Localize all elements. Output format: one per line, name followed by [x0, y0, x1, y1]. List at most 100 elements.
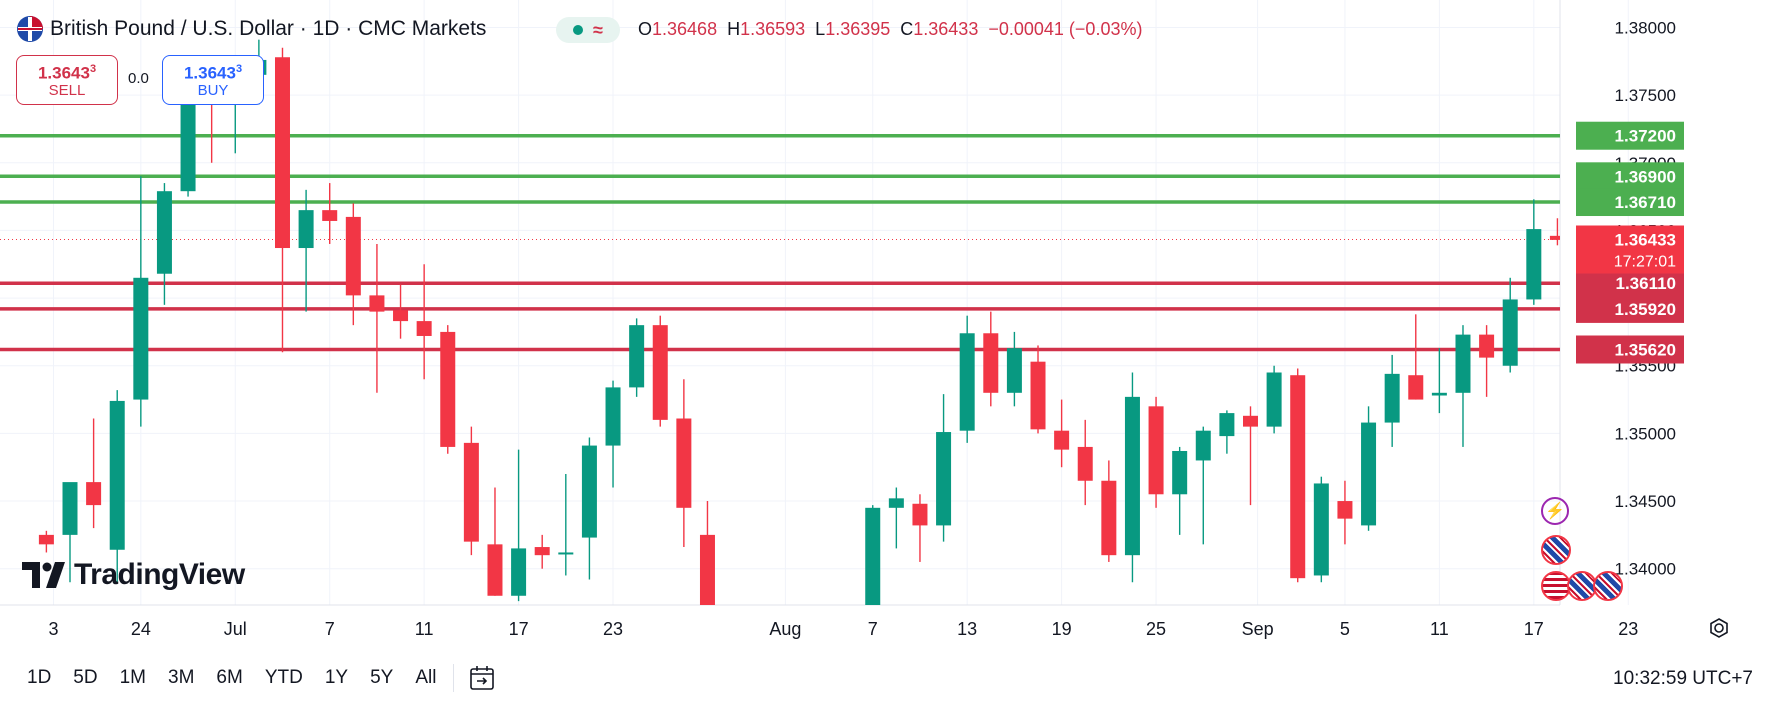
- chart-settings-gear-icon[interactable]: [1708, 617, 1730, 639]
- close-label: C: [900, 18, 914, 39]
- candle: [983, 311, 999, 407]
- time-tick-label: 24: [131, 619, 151, 639]
- candle: [1054, 399, 1070, 468]
- time-tick-label: 7: [325, 619, 335, 639]
- candle-body: [1502, 299, 1518, 366]
- toolbar-divider: [453, 664, 455, 692]
- candle-body: [345, 216, 361, 296]
- go-to-date-icon[interactable]: [468, 664, 496, 692]
- candle-body: [912, 503, 928, 526]
- candle: [1219, 410, 1235, 454]
- candle: [1526, 199, 1542, 305]
- timeframe-1d-button[interactable]: 1D: [27, 667, 52, 688]
- timeframe-5d-button[interactable]: 5D: [73, 667, 98, 688]
- timeframe-ytd-button[interactable]: YTD: [264, 667, 303, 688]
- sell-button[interactable]: 1.36433 SELL: [16, 55, 118, 105]
- resistance-level-tag: [1576, 162, 1684, 191]
- candle-body: [1195, 430, 1211, 461]
- candle-body: [581, 445, 597, 538]
- candle: [109, 390, 125, 583]
- candle-body: [298, 210, 314, 249]
- candle-body: [156, 191, 172, 274]
- resistance-level-label: 1.36710: [1615, 193, 1676, 212]
- candle-body: [605, 387, 621, 446]
- clock-timezone[interactable]: 10:32:59 UTC+7: [1613, 668, 1753, 689]
- candle-body: [1290, 375, 1306, 579]
- open-value: 1.36468: [652, 18, 718, 39]
- candle-body: [699, 534, 715, 605]
- bar-countdown-label: 17:27:01: [1614, 253, 1676, 270]
- support-level-tag: [1576, 335, 1684, 364]
- candle: [274, 47, 290, 353]
- candle-body: [865, 507, 881, 605]
- high-value: 1.36593: [740, 18, 806, 39]
- timeframe-6m-button[interactable]: 6M: [216, 667, 243, 688]
- us-event-flag-icon[interactable]: [1541, 571, 1571, 601]
- time-tick-label: 11: [1430, 619, 1449, 639]
- resistance-level-label: 1.36900: [1615, 167, 1676, 186]
- candle: [1172, 446, 1188, 535]
- timeframe-3m-button[interactable]: 3M: [168, 667, 195, 688]
- symbol-header[interactable]: British Pound / U.S. Dollar · 1D · CMC M…: [16, 14, 486, 44]
- candle-body: [416, 321, 432, 336]
- timeframe-all-button[interactable]: All: [415, 667, 437, 688]
- time-tick-label: Aug: [769, 619, 801, 639]
- timeframe-1y-button[interactable]: 1Y: [324, 667, 349, 688]
- resistance-level-tag: [1576, 121, 1684, 150]
- horizontal-levels: [0, 133, 1560, 352]
- candle: [1408, 314, 1424, 400]
- time-tick-label: 23: [603, 619, 623, 639]
- timeframe-1m-button[interactable]: 1M: [119, 667, 146, 688]
- approx-icon: ≈: [593, 19, 603, 40]
- time-tick-label: 19: [1052, 619, 1072, 639]
- market-open-dot-icon: [573, 25, 584, 35]
- candle-body: [1172, 450, 1188, 495]
- candle-body: [983, 333, 999, 393]
- timeframe-5y-button[interactable]: 5Y: [370, 667, 394, 688]
- candle: [1077, 419, 1093, 506]
- candle-body: [1077, 446, 1093, 481]
- candle: [1266, 365, 1282, 434]
- candle-body: [86, 482, 102, 506]
- candle-body: [1384, 373, 1400, 423]
- candle: [1101, 460, 1117, 562]
- candle: [440, 325, 456, 454]
- candle: [959, 315, 975, 443]
- candle: [629, 318, 645, 397]
- time-tick-label: 17: [509, 619, 529, 639]
- time-tick-label: 23: [1618, 619, 1638, 639]
- candle: [1361, 406, 1377, 531]
- uk-event-flag-icon[interactable]: [1593, 571, 1623, 601]
- support-level-label: 1.35920: [1615, 300, 1676, 319]
- candle-body: [1006, 348, 1022, 393]
- lightning-event-icon[interactable]: ⚡: [1541, 497, 1569, 525]
- candle: [1502, 277, 1518, 373]
- candle: [1431, 348, 1447, 414]
- candle: [1313, 476, 1329, 583]
- uk-event-flag-icon[interactable]: [1541, 535, 1571, 565]
- time-axis: 3 24 Jul 7 11 17 23 Aug 7 13 19 25 Sep 5 11 17 23: [48, 619, 1638, 639]
- candle-body: [1479, 334, 1495, 358]
- tradingview-logo-text: TradingView: [74, 558, 245, 591]
- candle-body: [936, 432, 952, 526]
- time-tick-label: 17: [1524, 619, 1544, 639]
- candle: [1124, 372, 1140, 583]
- candle: [912, 494, 928, 562]
- time-tick-label: 3: [48, 619, 58, 639]
- candle-body: [1361, 422, 1377, 526]
- level-labels: 1.37200 1.36900 1.36710 1.36110 1.35920 1.356…: [1576, 121, 1684, 364]
- candle-body: [1054, 430, 1070, 450]
- candle-body: [440, 331, 456, 447]
- support-level-tag: [1576, 294, 1684, 323]
- uk-event-flag-icon[interactable]: [1567, 571, 1597, 601]
- buy-button[interactable]: 1.36433 BUY: [162, 55, 264, 105]
- tradingview-mark-icon: [22, 562, 65, 588]
- candle-body: [629, 325, 645, 388]
- candle: [1549, 218, 1560, 246]
- support-level-tag: [1576, 269, 1684, 298]
- last-price-label: 1.36433: [1615, 230, 1676, 249]
- buy-label: BUY: [197, 81, 229, 99]
- indicator-pill[interactable]: ≈: [556, 17, 620, 43]
